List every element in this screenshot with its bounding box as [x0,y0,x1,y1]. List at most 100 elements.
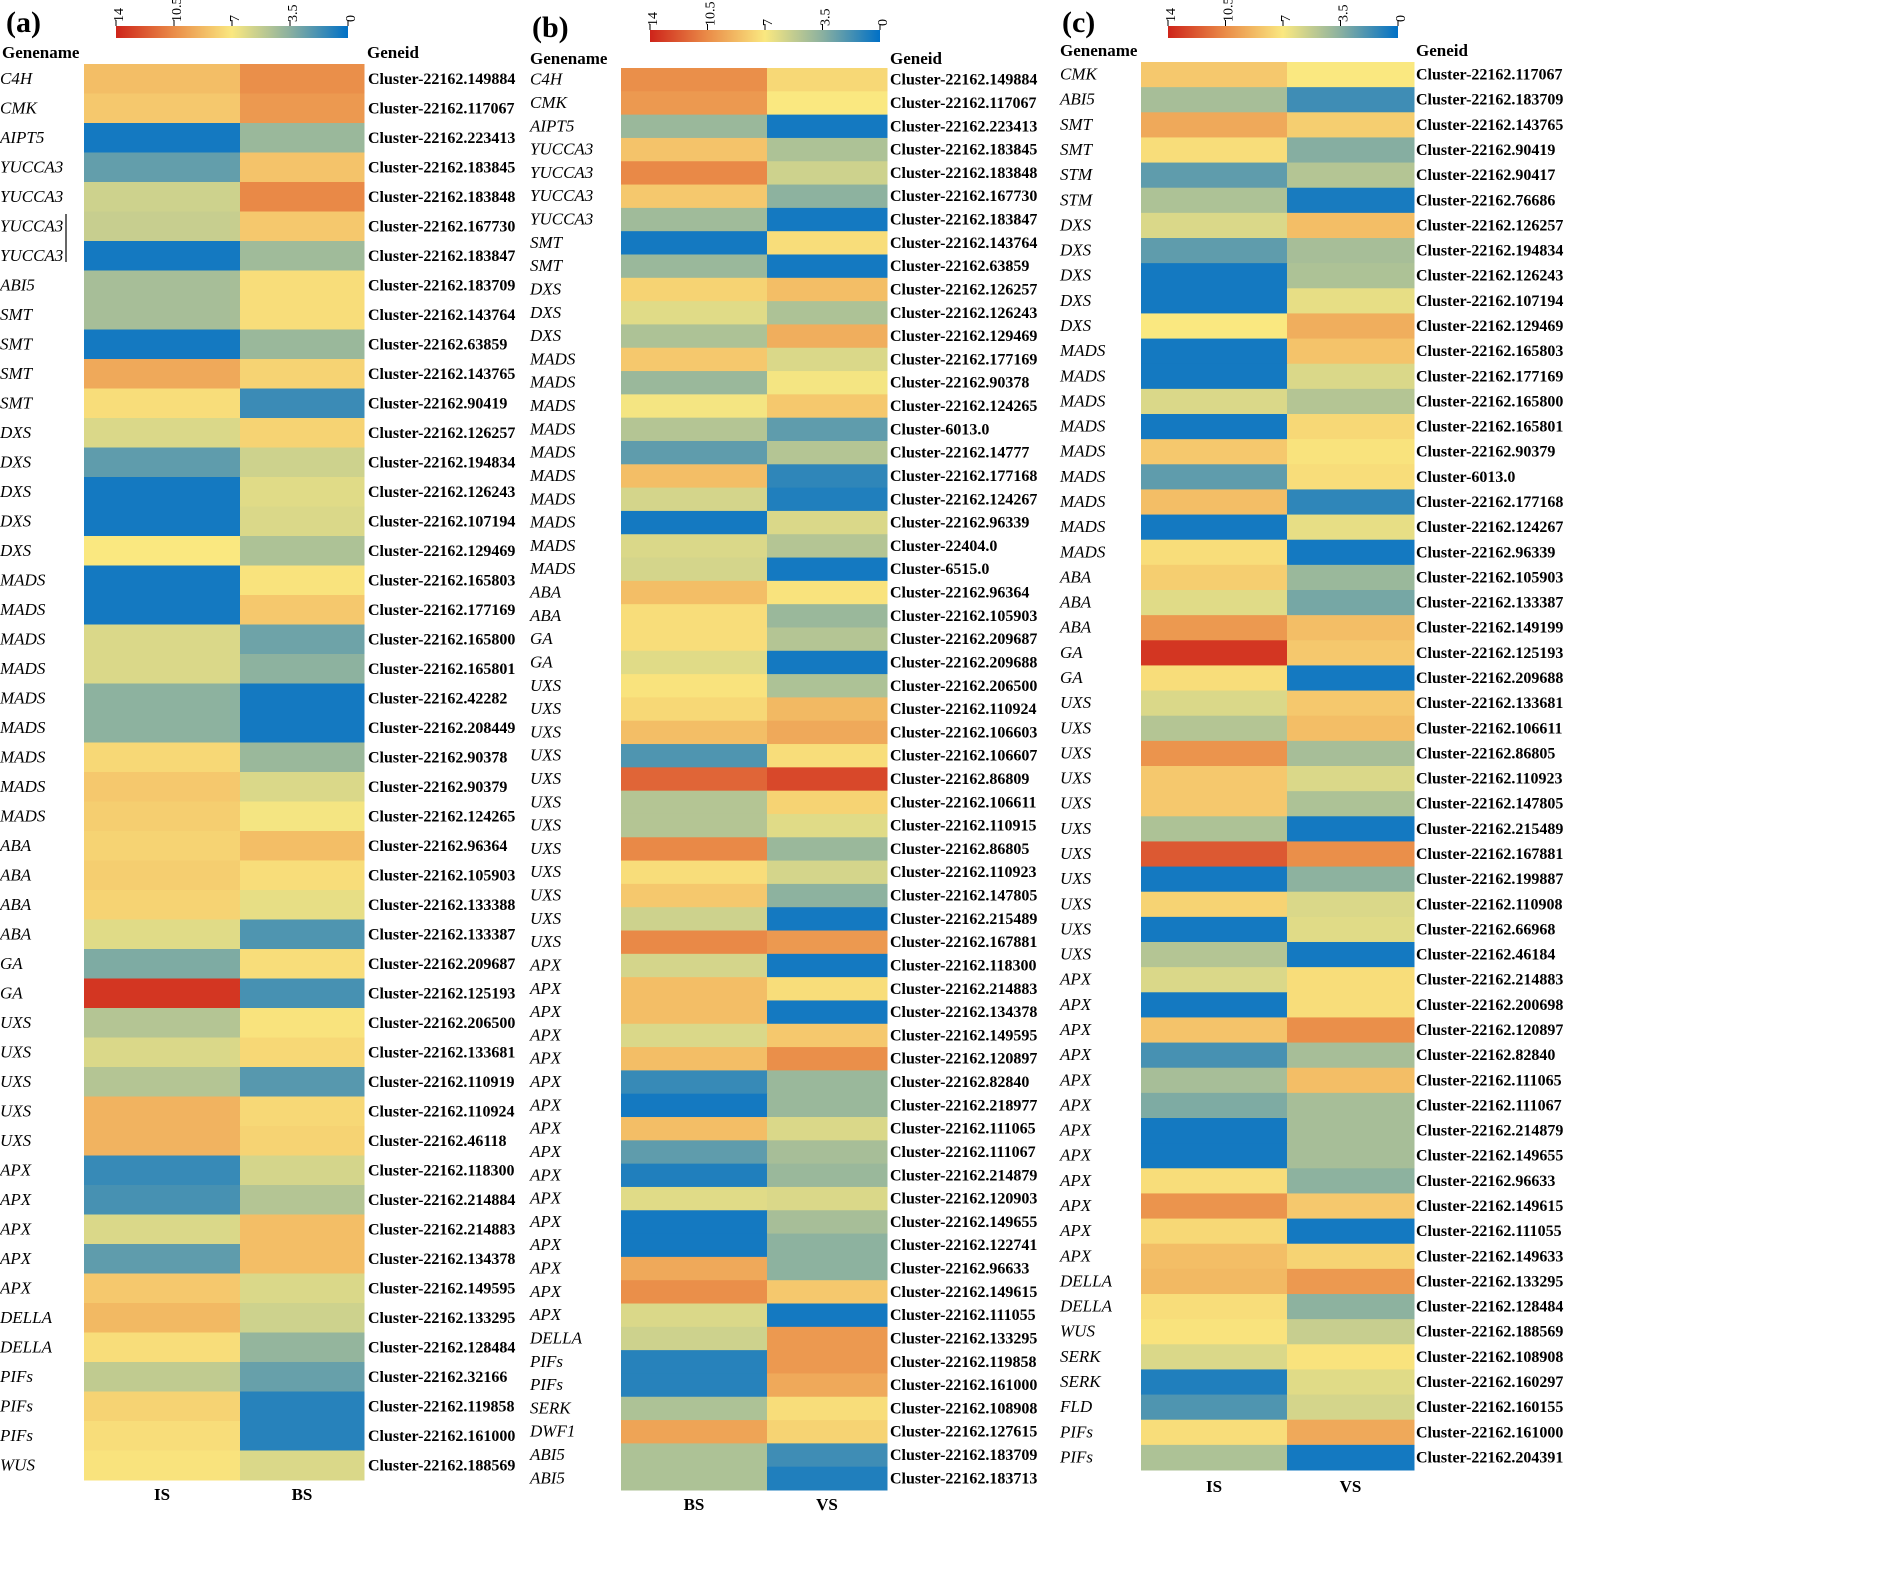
gene-id-label: Cluster-22162.110923 [1416,771,1563,788]
gene-id-label: Cluster-22162.106611 [890,794,1037,811]
gene-name-label: GA [1060,643,1083,662]
gene-name-label: ABA [0,836,32,855]
gene-id-label: Cluster-22162.209688 [890,654,1037,671]
heatmap-cell [621,1396,768,1421]
heatmap-cell [240,654,365,684]
gene-id-label: Cluster-22162.165803 [368,572,515,589]
gene-id-label: Cluster-22162.200698 [1416,997,1563,1014]
heatmap-cell [1141,1218,1288,1245]
heatmap-cell [84,270,241,301]
gene-name-label: YUCCA3 [0,157,63,176]
heatmap-cell [767,440,888,465]
gene-name-label: YUCCA3 [0,246,63,265]
heatmap-cell [84,1273,241,1304]
heatmap-cell [767,580,888,605]
heatmap-cell [621,207,768,232]
gene-id-label: Cluster-22162.90378 [368,749,507,766]
colorbar-tick-label: 3.5 [819,9,834,27]
gene-id-label: Cluster-22162.46184 [1416,947,1555,964]
gene-id-label: Cluster-22162.124267 [1416,519,1563,536]
gene-id-label: Cluster-22162.204391 [1416,1449,1563,1466]
gene-name-label: UXS [0,1101,32,1120]
heatmap-cell [240,1155,365,1186]
heatmap-cell [767,1210,888,1235]
gene-name-label: MADS [529,513,576,532]
gene-name-label: APX [529,1235,562,1254]
heatmap-cell [621,627,768,652]
heatmap-cell [84,1450,241,1481]
gene-name-label: ABA [529,606,562,625]
gene-name-label: ABA [1059,593,1092,612]
gene-name-label: MADS [529,396,576,415]
gene-id-label: Cluster-22162.90378 [890,375,1029,392]
gene-id-label: Cluster-22162.105903 [890,608,1037,625]
gene-name-label: UXS [530,816,562,835]
gene-id-label: Cluster-22162.90379 [1416,444,1555,461]
heatmap-cell [240,742,365,773]
gene-id-label: Cluster-22162.188569 [368,1457,515,1474]
gene-name-label: UXS [530,792,562,811]
gene-id-label: Cluster-22162.149199 [1416,620,1563,637]
gene-name-header: Genename [1060,41,1138,60]
heatmap-cell [767,534,888,559]
heatmap-cell [84,329,241,360]
heatmap-cell [767,1280,888,1305]
heatmap-cell [1141,1017,1288,1044]
gene-id-label: Cluster-22162.133681 [1416,695,1563,712]
heatmap-cell [84,211,241,242]
gene-id-label: Cluster-22162.126257 [890,281,1037,298]
heatmap-cell [767,557,888,582]
gene-id-label: Cluster-22162.32166 [368,1369,507,1386]
heatmap-cell [1141,1268,1288,1295]
heatmap-cell [621,580,768,605]
gene-id-label: Cluster-22162.161000 [890,1377,1037,1394]
colorbar-tick-label: 7 [228,15,243,22]
gene-name-label: PIFs [529,1375,563,1394]
gene-name-label: MADS [1059,442,1106,461]
heatmap-cell [1287,1294,1415,1320]
heatmap-cell [84,1126,241,1156]
heatmap-cell [1287,1193,1415,1220]
heatmap-cell [767,604,888,628]
gene-id-label: Cluster-22162.126257 [1416,217,1563,234]
gene-id-label: Cluster-22162.105903 [1416,569,1563,586]
gene-name-label: MADS [0,629,46,648]
gene-id-label: Cluster-22162.209687 [368,956,515,973]
heatmap-cell [1287,564,1415,591]
heatmap-cell [1287,1394,1415,1421]
gene-name-label: APX [0,1249,32,1268]
heatmap-cell [621,254,768,279]
heatmap-cell [767,487,888,512]
heatmap-cell [1141,363,1288,390]
gene-name-label: APX [1059,1171,1092,1190]
heatmap-cell [240,624,365,655]
gene-name-label: APX [529,1189,562,1208]
gene-id-label: Cluster-22162.215489 [890,911,1037,928]
heatmap-cell [1287,791,1415,817]
gene-name-label: DXS [0,482,32,501]
gene-id-label: Cluster-22162.177169 [368,602,515,619]
heatmap-cell [240,1391,365,1422]
gene-name-label: DXS [529,303,562,322]
gene-id-label: Cluster-22162.183709 [1416,92,1563,109]
gene-id-label: Cluster-22162.165801 [1416,419,1563,436]
heatmap-cell [84,359,241,389]
heatmap-cell [621,510,768,535]
heatmap-cell [1141,590,1288,616]
gene-id-label: Cluster-22162.165803 [1416,343,1563,360]
heatmap-cell [240,64,365,94]
heatmap-cell [621,1093,768,1118]
gene-name-label: MADS [1059,467,1106,486]
column-label: IS [154,1485,170,1504]
gene-name-label: ABA [0,895,32,914]
gene-name-label: MADS [0,600,46,619]
gene-name-label: UXS [0,1013,32,1032]
gene-name-label: CMK [530,93,569,112]
gene-id-label: Cluster-22162.110919 [368,1074,515,1091]
heatmap-cell [621,1186,768,1211]
heatmap-cell [1287,1168,1415,1194]
gene-name-label: YUCCA3 [0,216,63,235]
gene-name-label: MADS [0,570,46,589]
gene-id-label: Cluster-22162.161000 [368,1428,515,1445]
